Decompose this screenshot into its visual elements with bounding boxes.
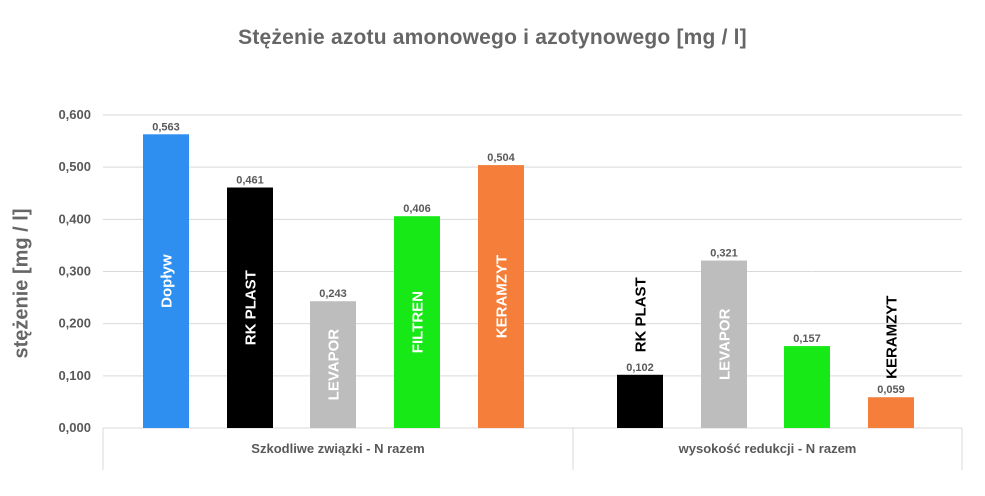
y-tick-label: 0,300 xyxy=(58,264,91,279)
bar xyxy=(310,301,356,428)
y-tick-label: 0,100 xyxy=(58,368,91,383)
data-label: 0,406 xyxy=(403,203,431,215)
category-label: wysokość redukcji - N razem xyxy=(678,441,857,456)
bar-name-label: FILTREN xyxy=(410,291,427,353)
bar xyxy=(478,165,524,428)
bar xyxy=(227,187,273,428)
category-label: Szkodliwe związki - N razem xyxy=(251,441,424,456)
data-label: 0,321 xyxy=(710,248,738,260)
bar xyxy=(784,346,830,428)
bar-name-label: LEVAPOR xyxy=(326,329,343,401)
data-label: 0,504 xyxy=(487,152,515,164)
y-axis-ticks: 0,000 0,100 0,200 0,300 0,400 0,500 0,600 xyxy=(58,107,91,435)
bar xyxy=(394,216,440,428)
data-label: 0,563 xyxy=(152,121,180,133)
data-label: 0,461 xyxy=(236,175,264,187)
category-axis: Szkodliwe związki - N razem wysokość redu… xyxy=(102,428,963,470)
bar-name-label: RK PLAST xyxy=(243,270,260,345)
data-label: 0,059 xyxy=(877,384,905,396)
data-label: 0,157 xyxy=(793,333,821,345)
y-tick-label: 0,600 xyxy=(58,107,91,122)
bar xyxy=(143,134,189,428)
bar-name-label: RK PLAST xyxy=(633,277,650,352)
bar-name-label: Dopływ xyxy=(159,254,176,308)
data-label: 0,243 xyxy=(319,288,347,300)
bar-name-label: LEVAPOR xyxy=(717,308,734,380)
y-tick-label: 0,400 xyxy=(58,211,91,226)
bars: 0,563 Dopływ 0,461 RK PLAST 0,243 LEVAPOR 0,40… xyxy=(143,121,914,428)
bar-name-label: FILTREN xyxy=(800,260,817,322)
y-tick-label: 0,500 xyxy=(58,159,91,174)
y-tick-label: 0,000 xyxy=(58,420,91,435)
bar xyxy=(868,397,914,428)
bar xyxy=(701,260,747,428)
bar-name-label: KERAMZYT xyxy=(884,296,901,379)
chart-title: Stężenie azotu amonowego i azotynowego [… xyxy=(238,26,747,49)
data-label: 0,102 xyxy=(626,362,654,374)
y-tick-label: 0,200 xyxy=(58,316,91,331)
bar-name-label: KERAMZYT xyxy=(494,255,511,338)
bar xyxy=(617,374,663,428)
